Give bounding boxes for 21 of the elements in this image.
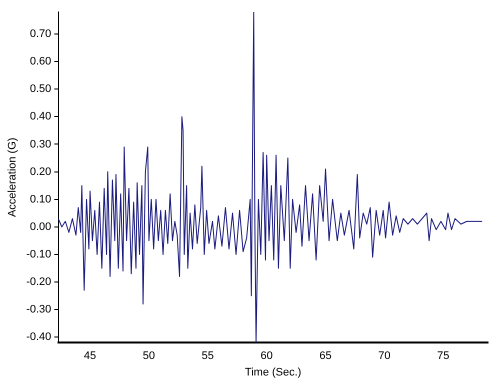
x-tick-label: 65 bbox=[319, 350, 332, 362]
y-tick-label: 0.30 bbox=[30, 138, 52, 150]
y-tick-label: -0.40 bbox=[26, 331, 52, 344]
y-tick-label: 0.00 bbox=[30, 220, 52, 233]
x-tick-label: 55 bbox=[202, 350, 214, 362]
x-tick-label: 75 bbox=[437, 350, 450, 362]
x-tick-label: 60 bbox=[260, 350, 273, 362]
x-tick-label: 45 bbox=[84, 350, 96, 362]
y-tick-label: 0.10 bbox=[30, 193, 52, 206]
y-tick-label: 0.60 bbox=[30, 56, 52, 68]
y-tick-label: -0.30 bbox=[26, 304, 52, 316]
y-tick-label: 0.40 bbox=[30, 110, 52, 123]
x-tick-label: 70 bbox=[378, 350, 391, 362]
y-tick-label: -0.20 bbox=[26, 276, 52, 288]
x-tick-label: 50 bbox=[142, 350, 156, 362]
y-tick-label: 0.20 bbox=[30, 166, 52, 178]
y-tick-label: 0.50 bbox=[30, 83, 52, 96]
x-axis-title: Time (Sec.) bbox=[244, 366, 302, 378]
y-tick-label: 0.70 bbox=[30, 28, 52, 40]
y-axis-title: Acceleration (G) bbox=[6, 138, 19, 218]
y-tick-label: -0.10 bbox=[26, 248, 52, 260]
